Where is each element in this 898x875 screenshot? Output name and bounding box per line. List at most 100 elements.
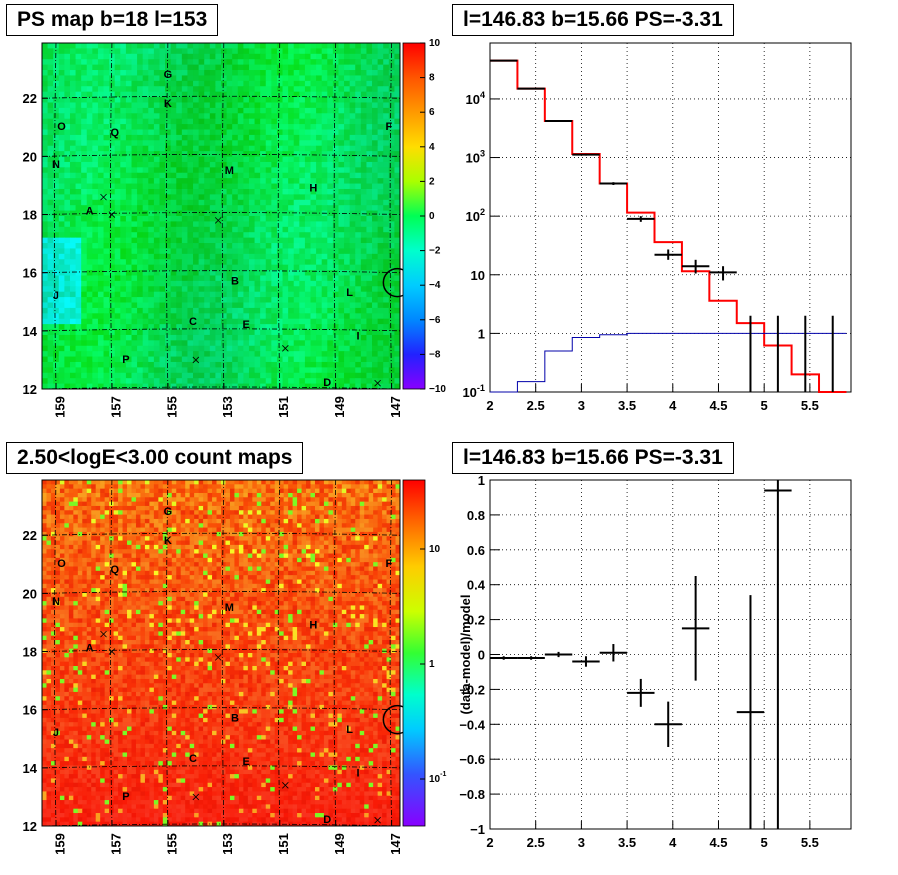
map-pixel xyxy=(327,118,334,125)
map-pixel xyxy=(120,291,127,298)
map-pixel xyxy=(260,226,267,233)
map-pixel xyxy=(170,264,177,271)
map-pixel xyxy=(203,492,209,498)
map-pixel xyxy=(226,248,233,255)
map-pixel xyxy=(81,167,88,174)
map-pixel xyxy=(198,226,205,233)
map-pixel xyxy=(377,70,384,76)
map-pixel xyxy=(316,248,323,255)
map-pixel xyxy=(260,167,267,174)
map-pixel xyxy=(225,497,231,503)
map-pixel xyxy=(142,48,149,55)
map-pixel xyxy=(187,113,194,120)
map-pixel xyxy=(42,383,49,390)
map-pixel xyxy=(75,172,82,179)
map-pixel xyxy=(360,151,367,158)
map-pixel xyxy=(81,232,88,239)
ps_map-frame xyxy=(41,42,401,390)
map-pixel xyxy=(153,221,160,228)
map-pixel xyxy=(64,248,71,255)
map-pixel xyxy=(248,91,256,98)
map-pixel xyxy=(293,91,300,98)
map-pixel xyxy=(53,107,60,114)
map-pixel xyxy=(359,484,365,490)
map-pixel xyxy=(125,361,132,368)
map-pixel xyxy=(137,59,144,66)
map-pixel xyxy=(165,205,172,212)
map-pixel xyxy=(137,118,144,125)
map-pixel xyxy=(64,216,71,222)
map-pixel xyxy=(181,361,188,368)
map-pixel xyxy=(149,505,155,511)
map-pixel xyxy=(248,232,256,239)
map-pixel xyxy=(276,340,284,347)
map-pixel xyxy=(198,70,205,76)
map-pixel xyxy=(299,80,306,87)
map-pixel xyxy=(254,156,261,163)
map-pixel xyxy=(165,253,172,260)
map-pixel xyxy=(193,264,200,271)
map-pixel xyxy=(383,43,390,49)
map-pixel xyxy=(125,172,132,179)
map-pixel xyxy=(81,351,88,358)
map-pixel xyxy=(232,97,239,103)
map-pixel xyxy=(243,124,250,130)
map-pixel xyxy=(310,232,317,239)
map-pixel xyxy=(282,59,289,66)
map-pixel xyxy=(360,129,367,136)
map-pixel xyxy=(279,514,285,520)
map-pixel xyxy=(271,324,278,331)
map-pixel xyxy=(69,270,77,276)
map-pixel xyxy=(142,383,149,390)
map-pixel xyxy=(125,118,132,125)
map-pixel xyxy=(226,307,233,314)
map-pixel xyxy=(170,216,177,222)
map-pixel xyxy=(332,178,339,185)
map-pixel xyxy=(81,297,88,303)
map-pixel xyxy=(254,161,261,168)
map-pixel xyxy=(185,480,191,485)
map-pixel xyxy=(232,178,239,185)
map-pixel xyxy=(360,107,367,114)
map-pixel xyxy=(234,480,240,485)
map-pixel xyxy=(388,351,395,358)
map-pixel xyxy=(327,134,334,141)
map-pixel xyxy=(198,340,205,347)
map-pixel xyxy=(97,216,105,222)
map-pixel xyxy=(344,361,351,368)
map-pixel xyxy=(394,43,401,49)
map-pixel xyxy=(46,514,52,520)
map-pixel xyxy=(344,86,351,93)
map-pixel xyxy=(360,226,367,233)
map-pixel xyxy=(394,70,401,76)
map-pixel xyxy=(42,102,49,109)
map-pixel xyxy=(248,297,256,303)
map-pixel xyxy=(256,480,262,485)
map-pixel xyxy=(118,488,124,494)
map-pixel xyxy=(81,286,88,293)
map-pixel xyxy=(288,91,295,98)
map-pixel xyxy=(293,340,300,347)
map-pixel xyxy=(114,140,121,147)
map-pixel xyxy=(248,140,256,147)
map-pixel xyxy=(383,64,390,71)
map-pixel xyxy=(75,259,82,266)
map-pixel xyxy=(118,514,124,520)
map-pixel xyxy=(170,286,177,293)
map-pixel xyxy=(288,275,295,282)
map-pixel xyxy=(137,156,144,163)
map-pixel xyxy=(394,80,401,87)
map-pixel xyxy=(341,510,347,516)
map-pixel xyxy=(377,97,384,103)
map-pixel xyxy=(148,253,155,260)
map-pixel xyxy=(366,161,373,168)
map-pixel xyxy=(137,145,144,152)
map-pixel xyxy=(276,172,284,179)
map-pixel xyxy=(271,64,278,71)
map-pixel xyxy=(176,151,183,158)
map-pixel xyxy=(159,318,166,325)
map-pixel xyxy=(316,140,323,147)
map-pixel xyxy=(153,313,160,320)
map-pixel xyxy=(221,318,228,325)
map-pixel xyxy=(180,497,186,503)
